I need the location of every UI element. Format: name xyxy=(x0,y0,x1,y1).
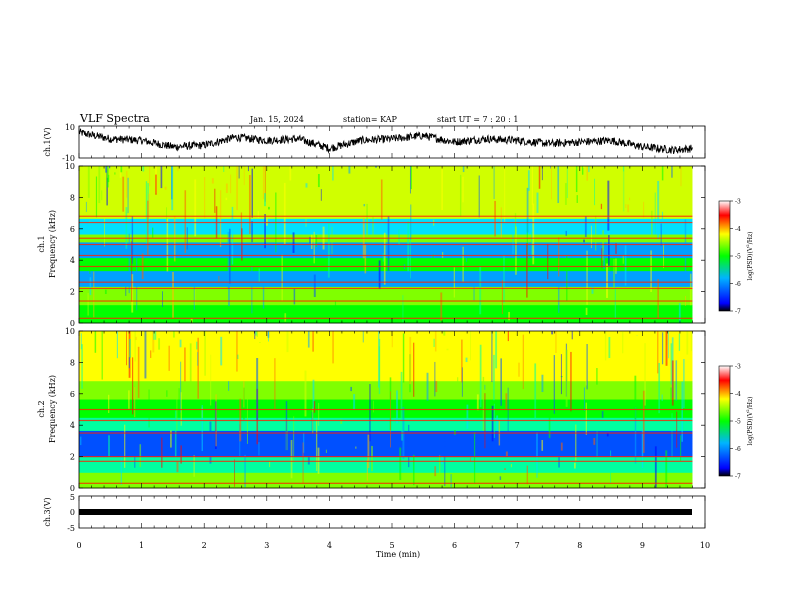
ch1-ytick-top: 10 xyxy=(65,123,75,132)
xtick-label-5: 5 xyxy=(389,541,394,550)
xtick-label-1: 1 xyxy=(139,541,144,550)
ch3-waveform-line xyxy=(79,509,692,515)
ch1-ylabel: ch.1(V) xyxy=(43,127,52,156)
ch2-spectrogram-panel: 0 2 4 6 8 10 ch.2 Frequency (kHz) xyxy=(37,327,706,493)
spec1-ytick-4: 4 xyxy=(70,256,75,265)
ch3-ylabel: ch.3(V) xyxy=(43,497,52,526)
x-axis-label: Time (min) xyxy=(376,550,420,559)
spec1-ytick-8: 8 xyxy=(70,193,75,202)
cb2ticks--3: -3 xyxy=(735,364,741,371)
ch3-ytick-top: 5 xyxy=(70,493,75,502)
ch1-spec-ylabel-frequency: Frequency (kHz) xyxy=(48,210,57,278)
spec2-ytick-2: 2 xyxy=(70,453,75,462)
xtick-label-10: 10 xyxy=(700,541,710,550)
xtick-label-4: 4 xyxy=(327,541,332,550)
cb2ticks--5: -5 xyxy=(735,419,741,426)
spec1-ytick-2: 2 xyxy=(70,288,75,297)
cb1ticks--5: -5 xyxy=(735,254,741,261)
ch1-waveform-line xyxy=(78,128,693,155)
ch2-colorbar-label: log(PSD)(V2/Hz) xyxy=(745,397,754,446)
x-axis-tick-labels: 0 1 2 3 4 5 6 7 8 9 10 xyxy=(76,541,710,550)
ch1-ytick-bottom: -10 xyxy=(62,154,75,163)
xtick-label-0: 0 xyxy=(76,541,81,550)
ch2-spec-ylabel-frequency: Frequency (kHz) xyxy=(48,375,57,443)
spec2-ytick-4: 4 xyxy=(70,421,75,430)
spec2-ytick-10: 10 xyxy=(65,327,75,336)
ch1-colorbar: -3 -4 -5 -6 -7 log(PSD)(V2/Hz) xyxy=(718,199,754,316)
ch2-colorbar-gradient xyxy=(718,365,731,477)
xtick-label-6: 6 xyxy=(452,541,457,550)
xtick-label-8: 8 xyxy=(577,541,582,550)
spec2-ytick-0: 0 xyxy=(70,484,75,493)
cb1ticks--3: -3 xyxy=(735,199,741,206)
station-label: station= KAP xyxy=(343,115,398,124)
date-label: Jan. 15, 2024 xyxy=(249,115,304,124)
spec1-ytick-6: 6 xyxy=(70,225,75,234)
spec2-ytick-8: 8 xyxy=(70,358,75,367)
ch1-waveform-panel: 10 -10 ch.1(V) xyxy=(43,123,706,163)
cb2ticks--7: -7 xyxy=(735,474,741,481)
ch1-colorbar-label: log(PSD)(V2/Hz) xyxy=(745,232,754,281)
ch2-colorbar: -3 -4 -5 -6 -7 log(PSD)(V2/Hz) xyxy=(718,364,754,481)
ch3-waveform-panel: 5 0 -5 ch.3(V) xyxy=(43,493,706,533)
ch3-ytick-bottom: -5 xyxy=(67,524,75,533)
ch3-ytick-mid: 0 xyxy=(70,508,75,517)
cb2ticks--6: -6 xyxy=(735,446,741,453)
spec1-ytick-0: 0 xyxy=(70,319,75,328)
ch2-spec-ylabel-channel: ch.2 xyxy=(37,400,46,417)
xtick-label-7: 7 xyxy=(515,541,520,550)
figure-title: VLF Spectra xyxy=(79,112,150,125)
start-time-label: start UT = 7 : 20 : 1 xyxy=(437,115,518,124)
ch1-spectrogram-panel: 0 2 4 6 8 10 ch.1 Frequency (kHz) xyxy=(37,162,706,328)
cb1ticks--4: -4 xyxy=(735,226,741,233)
xtick-label-3: 3 xyxy=(264,541,269,550)
xtick-label-9: 9 xyxy=(640,541,645,550)
spec1-ytick-10: 10 xyxy=(65,162,75,171)
ch1-spec-ylabel-channel: ch.1 xyxy=(37,235,46,252)
xtick-label-2: 2 xyxy=(202,541,207,550)
cb2ticks--4: -4 xyxy=(735,391,741,398)
ch1-colorbar-gradient xyxy=(718,200,731,312)
cb1ticks--7: -7 xyxy=(735,309,741,316)
spec2-ytick-6: 6 xyxy=(70,390,75,399)
x-axis-ticks xyxy=(78,126,706,528)
ch2-spectrogram-image xyxy=(79,331,693,489)
ch1-spectrogram-image xyxy=(79,166,693,324)
cb1ticks--6: -6 xyxy=(735,281,741,288)
